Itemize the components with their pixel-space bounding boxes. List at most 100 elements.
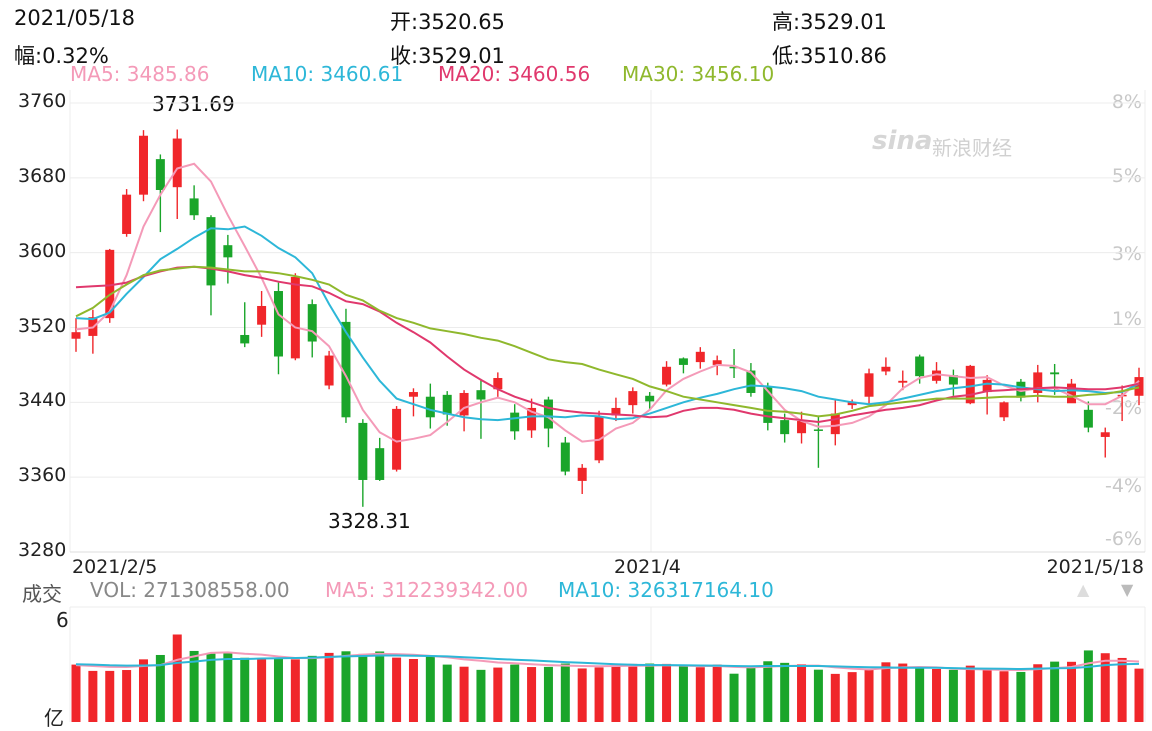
max-annotation: 3731.69 (152, 92, 235, 116)
amplitude: 幅:0.32% (14, 44, 109, 68)
pct-tick-label: 1% (1111, 308, 1142, 330)
volume-bar (1134, 668, 1144, 722)
volume-bar (1083, 650, 1093, 722)
y-tick-label: 3360 (18, 464, 67, 487)
y-tick-label: 3600 (18, 239, 67, 262)
candle-body (797, 421, 807, 434)
candle-body (1134, 377, 1144, 396)
candle-body (290, 276, 300, 359)
volume-bar (611, 665, 621, 722)
candle-body (712, 360, 722, 365)
y-tick-label: 3760 (18, 90, 67, 112)
candle-body (1083, 409, 1093, 428)
volume-bar (712, 664, 722, 722)
volume-bar (392, 657, 402, 722)
candle-body (915, 356, 925, 377)
watermark-text: 新浪财经 (932, 136, 1012, 160)
ma10-line (75, 225, 1140, 422)
candle-body (122, 194, 132, 234)
candle-body (71, 332, 81, 339)
volume-bar (965, 665, 975, 722)
candle-body (273, 291, 283, 357)
candle-body (527, 407, 537, 431)
candle-body (375, 448, 385, 480)
open-price: 开:3520.65 (390, 10, 505, 34)
scroll-up-icon[interactable]: ▲ (1077, 580, 1090, 599)
candle-body (864, 373, 874, 397)
volume-bar (763, 661, 773, 722)
pct-tick-label: 5% (1111, 165, 1142, 187)
volume-bar (122, 670, 132, 722)
volume-bar (425, 656, 435, 722)
x-tick-label: 2021/2/5 (72, 556, 158, 578)
y-tick-label: 3440 (18, 389, 67, 412)
candle-body (982, 379, 992, 393)
volume-bar (864, 669, 874, 722)
volume-bar (881, 662, 891, 722)
candle-body (240, 334, 250, 344)
volume-ma10: MA10: 326317164.10 (558, 578, 774, 602)
ma5-line (75, 162, 1140, 443)
candle-body (1050, 372, 1060, 375)
candle-body (206, 217, 216, 286)
volume-bar (88, 670, 98, 722)
x-tick-label: 2021/4 (614, 556, 681, 578)
volume-bar (138, 659, 148, 722)
y-tick-label: 3280 (18, 539, 67, 561)
volume-bar (375, 651, 385, 722)
volume-ma5: MA5: 312239342.00 (325, 578, 529, 602)
volume-bar (1016, 671, 1026, 722)
volume-bar (695, 667, 705, 722)
candle-body (678, 358, 688, 365)
candle-body (763, 387, 773, 423)
volume-bar (746, 666, 756, 722)
candle-body (999, 402, 1009, 418)
volume-bar (71, 664, 81, 722)
volume-bar (105, 670, 115, 722)
volume-bar (628, 663, 638, 722)
candle-body (223, 245, 233, 258)
volume-label: 成交 (22, 582, 62, 606)
candle-body (105, 249, 115, 319)
low-price: 低:3510.86 (772, 44, 887, 68)
candle-body (695, 351, 705, 363)
candle-body (628, 391, 638, 406)
ma30-legend: MA30: 3456.10 (622, 62, 775, 86)
candle-body (324, 355, 334, 386)
candle-body (425, 396, 435, 418)
candle-body (341, 321, 351, 418)
close-price: 收:3529.01 (390, 44, 505, 68)
pct-tick-label: 3% (1111, 243, 1142, 265)
volume-bar (780, 662, 790, 722)
volume-bar (948, 669, 958, 722)
ma5-legend: MA5: 3485.86 (70, 62, 210, 86)
volume-bar (797, 664, 807, 722)
volume-bar (813, 669, 823, 722)
volume-axis-top: 6 (56, 608, 69, 632)
ma20-line (75, 265, 1140, 424)
candle-body (662, 366, 672, 385)
candle-body (780, 420, 790, 435)
volume-bar (982, 669, 992, 722)
volume-bar (915, 668, 925, 722)
candle-body (392, 408, 402, 470)
volume-bar (493, 667, 503, 722)
volume-bar (847, 672, 857, 722)
candle-body (611, 407, 621, 416)
candle-body (543, 399, 553, 429)
volume-bar (223, 653, 233, 722)
volume-bar (1067, 661, 1077, 722)
volume-bar (560, 663, 570, 722)
candle-body (442, 394, 452, 415)
volume-bar (408, 659, 418, 722)
volume-axis-unit: 亿 (44, 706, 64, 730)
volume-bar (172, 634, 182, 722)
volume-bar (678, 666, 688, 722)
volume-bar (729, 673, 739, 722)
volume-bar (577, 668, 587, 722)
volume-bar (257, 659, 267, 722)
candle-body (257, 305, 267, 325)
scroll-down-icon[interactable]: ▼ (1121, 580, 1134, 599)
candle-body (155, 159, 165, 190)
